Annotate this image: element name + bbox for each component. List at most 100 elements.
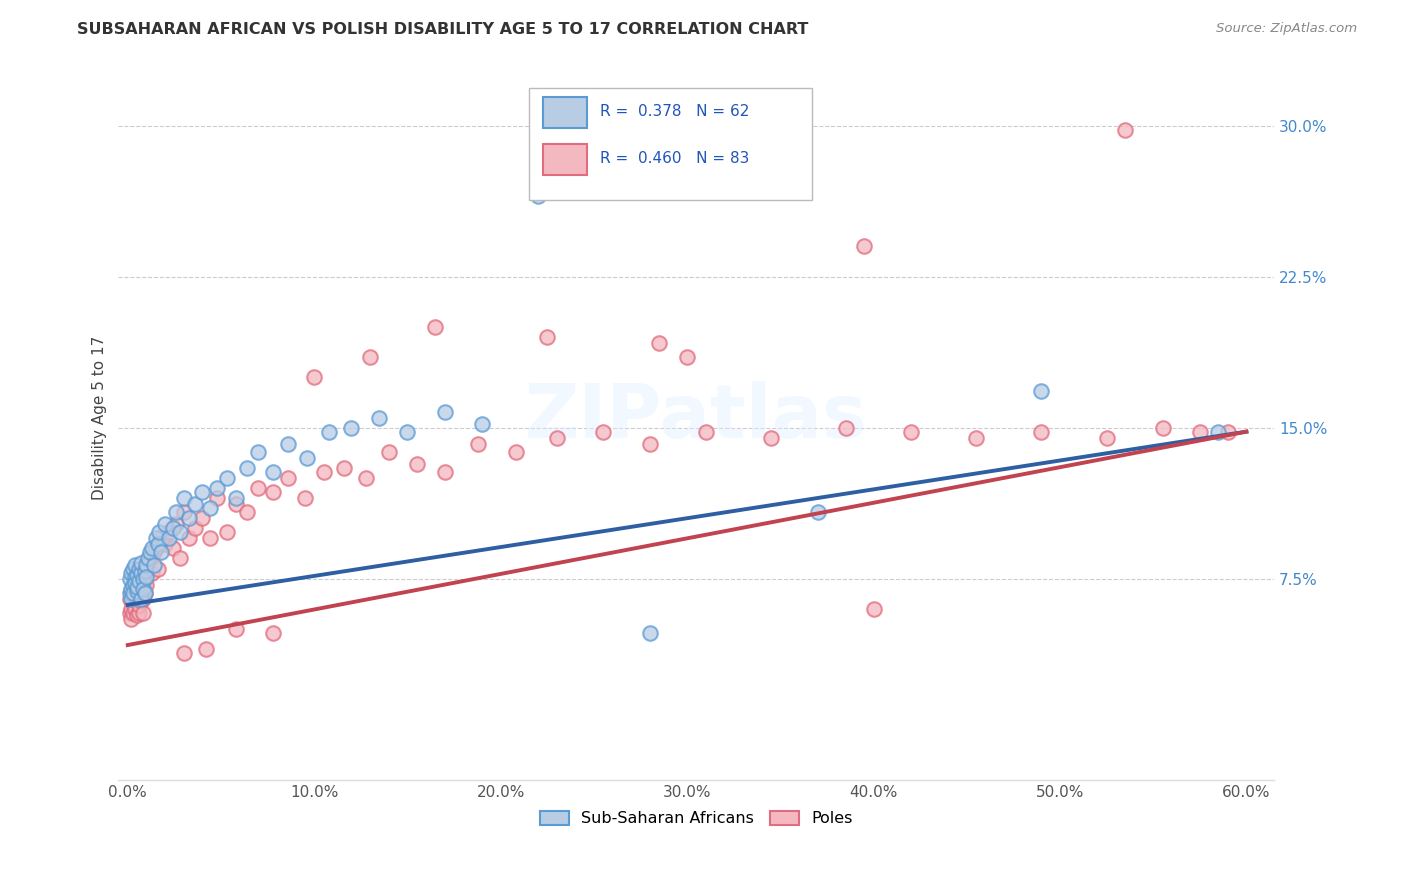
Point <box>131 582 153 596</box>
Point <box>150 532 173 546</box>
Point <box>592 425 614 439</box>
Point <box>135 561 157 575</box>
Point <box>128 572 150 586</box>
FancyBboxPatch shape <box>543 145 586 175</box>
Point <box>124 602 146 616</box>
Point <box>1216 425 1239 439</box>
Point <box>378 444 401 458</box>
Point <box>191 511 214 525</box>
Text: R =  0.460   N = 83: R = 0.460 N = 83 <box>600 152 749 166</box>
Point <box>834 420 856 434</box>
Point <box>124 590 146 604</box>
Point <box>169 525 191 540</box>
Point <box>134 572 156 586</box>
Point <box>122 582 145 596</box>
Point <box>122 561 145 575</box>
Point <box>157 525 180 540</box>
Point <box>1031 425 1053 439</box>
Point <box>433 404 456 418</box>
Point <box>150 545 173 559</box>
FancyBboxPatch shape <box>543 97 586 128</box>
Point <box>134 585 156 599</box>
Point <box>122 577 145 591</box>
Point <box>262 626 284 640</box>
Point <box>173 491 195 505</box>
Point <box>225 622 247 636</box>
FancyBboxPatch shape <box>529 87 813 200</box>
Point <box>198 501 221 516</box>
Point <box>139 545 162 559</box>
Point <box>127 594 149 608</box>
Point <box>122 585 145 599</box>
Point <box>433 465 456 479</box>
Point <box>134 564 156 578</box>
Point <box>135 569 157 583</box>
Point <box>124 569 146 583</box>
Point <box>127 580 149 594</box>
Point <box>129 591 152 606</box>
Point <box>471 417 494 431</box>
Point <box>128 561 150 575</box>
Point <box>141 541 163 556</box>
Point <box>759 431 782 445</box>
Point <box>127 607 149 622</box>
Point <box>173 646 195 660</box>
Point <box>1095 431 1118 445</box>
Point <box>129 566 152 580</box>
Point <box>638 626 661 640</box>
Point <box>135 558 157 572</box>
Point <box>318 425 340 439</box>
Point <box>165 505 187 519</box>
Point <box>225 497 247 511</box>
Point <box>207 491 229 505</box>
Point <box>131 572 153 586</box>
Point <box>121 566 143 580</box>
Text: SUBSAHARAN AFRICAN VS POLISH DISABILITY AGE 5 TO 17 CORRELATION CHART: SUBSAHARAN AFRICAN VS POLISH DISABILITY … <box>77 22 808 37</box>
Point <box>676 350 699 364</box>
Point <box>236 461 259 475</box>
Point <box>124 577 146 591</box>
Point <box>1114 122 1136 136</box>
Point <box>807 505 830 519</box>
Point <box>536 330 558 344</box>
Point <box>467 436 489 450</box>
Point <box>118 591 141 606</box>
Point <box>121 585 143 599</box>
Point <box>129 582 152 596</box>
Point <box>135 577 157 591</box>
Point <box>142 558 165 572</box>
Point <box>262 465 284 479</box>
Point <box>131 606 153 620</box>
Point <box>262 485 284 500</box>
Point <box>162 541 184 556</box>
Point <box>184 521 207 535</box>
Point <box>340 420 363 434</box>
Point <box>118 585 141 599</box>
Point <box>853 239 876 253</box>
Point <box>396 425 419 439</box>
Point <box>148 525 170 540</box>
Point <box>965 431 987 445</box>
Point <box>145 532 167 546</box>
Point <box>121 591 143 606</box>
Point <box>215 525 238 540</box>
Point <box>638 436 661 450</box>
Point <box>1031 384 1053 399</box>
Point <box>527 189 550 203</box>
Point <box>648 336 671 351</box>
Point <box>121 602 143 616</box>
Point <box>165 517 187 532</box>
Point <box>294 491 316 505</box>
Point <box>131 577 153 591</box>
Point <box>302 370 325 384</box>
Point <box>295 450 318 465</box>
Point <box>129 556 152 570</box>
Point <box>247 481 270 495</box>
Point <box>146 537 169 551</box>
Point <box>1152 420 1174 434</box>
Point <box>173 505 195 519</box>
Point <box>277 471 299 485</box>
Point <box>124 558 146 572</box>
Point <box>356 471 378 485</box>
Point <box>136 558 159 572</box>
